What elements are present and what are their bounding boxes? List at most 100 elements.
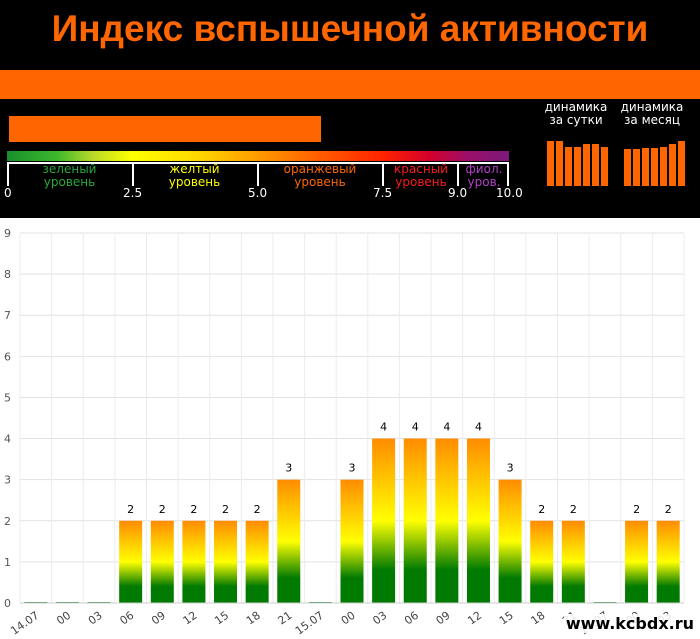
dynamics-label-line: за месяц (624, 113, 680, 127)
mini-bar (547, 141, 554, 186)
y-tick-label: 9 (4, 227, 11, 240)
data-label: 2 (254, 503, 261, 516)
x-tick-label: 00 (54, 609, 73, 628)
current-index-bar (9, 116, 321, 142)
data-bar (656, 520, 680, 603)
x-tick-label: 09 (434, 609, 453, 628)
data-bar (530, 520, 554, 603)
x-tick-label: 18 (529, 609, 548, 628)
mini-bar (651, 148, 658, 186)
y-tick-label: 5 (4, 391, 11, 404)
data-bar (403, 438, 427, 603)
day-dynamics-mini-chart (547, 128, 608, 186)
dynamics-label-line: за сутки (549, 113, 603, 127)
mini-bar (624, 149, 631, 186)
x-tick-label: 21 (276, 609, 295, 628)
y-tick-label: 0 (4, 597, 11, 610)
data-label: 3 (285, 462, 292, 475)
mini-bar (592, 144, 599, 186)
data-label: 2 (633, 503, 640, 516)
scale-number: 9.0 (448, 186, 468, 200)
x-tick-label: 00 (339, 609, 358, 628)
x-tick-label: 15 (212, 609, 231, 628)
zone-label-line: желтый (169, 162, 220, 176)
scale-number: 7.5 (373, 186, 393, 200)
header-panel: Индекс вспышечной активности зеленый уро… (0, 0, 700, 218)
data-label: 2 (538, 503, 545, 516)
zone-label-line: уровень (294, 175, 346, 189)
x-tick-label: 09 (149, 609, 168, 628)
x-tick-label: 06 (402, 609, 421, 628)
scale-number: 0 (4, 186, 12, 200)
zone-label-line: оранжевый (283, 162, 357, 176)
orange-band (0, 70, 700, 99)
month-dynamics-label: динамика за месяц (617, 101, 687, 127)
data-label: 2 (159, 503, 166, 516)
zone-label-yellow: желтый уровень (147, 163, 242, 189)
x-tick-label: 15.07 (293, 609, 326, 638)
x-tick-label: 12 (465, 609, 484, 628)
x-tick-label: 18 (244, 609, 263, 628)
data-bar (340, 479, 364, 603)
mini-bar (574, 147, 581, 186)
zone-label-purple: фиол. уров. (459, 163, 509, 189)
data-bar (372, 438, 396, 603)
scale-number: 2.5 (123, 186, 143, 200)
data-bar (119, 520, 143, 603)
data-bar (277, 479, 301, 603)
zone-label-line: уровень (168, 175, 221, 189)
zone-label-line: зеленый (42, 162, 97, 176)
mini-bar (601, 147, 608, 186)
data-label: 2 (222, 503, 229, 516)
mini-bar (583, 144, 590, 186)
data-bar (466, 438, 490, 603)
scale-tick (257, 162, 259, 186)
y-tick-label: 4 (4, 433, 11, 446)
y-tick-label: 3 (4, 474, 11, 487)
dynamics-label-line: динамика (544, 100, 608, 114)
mini-bar (565, 147, 572, 186)
mini-bar (642, 148, 649, 186)
x-tick-label: 12 (181, 609, 200, 628)
x-tick-label: 06 (117, 609, 136, 628)
scale-gradient (7, 151, 509, 161)
scale-tick (7, 162, 9, 186)
scale-frame (7, 162, 509, 186)
scale-tick (132, 162, 134, 186)
zone-label-red: красный уровень (387, 163, 455, 189)
day-dynamics-label: динамика за сутки (541, 101, 611, 127)
data-label: 3 (349, 462, 356, 475)
mini-bar (556, 141, 563, 186)
mini-bar (633, 149, 640, 186)
data-label: 3 (507, 462, 514, 475)
data-label: 2 (190, 503, 197, 516)
y-tick-label: 6 (4, 350, 11, 363)
zone-label-orange: оранжевый уровень (270, 163, 370, 189)
zone-label-line: фиол. (465, 162, 503, 176)
x-tick-label: 03 (370, 609, 389, 628)
y-tick-label: 8 (4, 268, 11, 281)
data-bar (561, 520, 585, 603)
data-label: 4 (380, 421, 387, 434)
zone-label-line: уровень (43, 175, 96, 189)
mini-bar (660, 147, 667, 186)
x-tick-label: 03 (86, 609, 105, 628)
scale-tick (507, 162, 509, 186)
mini-bar (669, 144, 676, 186)
data-label: 2 (127, 503, 134, 516)
data-bar (245, 520, 269, 603)
y-tick-label: 2 (4, 515, 11, 528)
data-bar (625, 520, 649, 603)
month-dynamics-mini-chart (624, 128, 685, 186)
zone-label-line: красный (394, 162, 448, 176)
data-label: 2 (570, 503, 577, 516)
zone-label-green: зеленый уровень (22, 163, 117, 189)
scale-number: 10.0 (496, 186, 523, 200)
zone-label-line: уров. (467, 175, 501, 189)
dynamics-label-line: динамика (620, 100, 684, 114)
data-bar (435, 438, 459, 603)
y-tick-label: 7 (4, 309, 11, 322)
data-label: 4 (475, 421, 482, 434)
data-bar (214, 520, 238, 603)
